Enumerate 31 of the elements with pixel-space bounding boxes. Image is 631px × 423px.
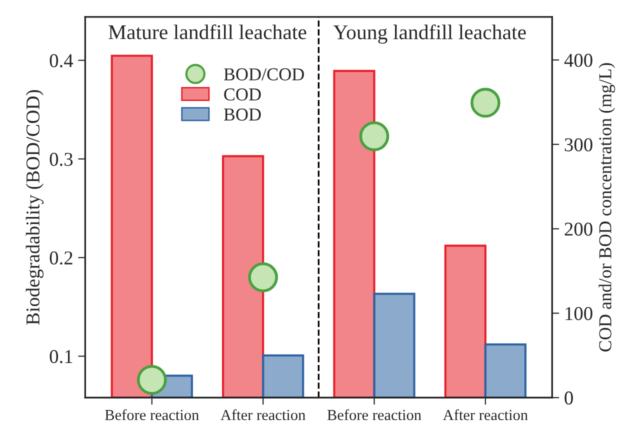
- point: [248, 262, 278, 292]
- y-tick-label: 0.2: [50, 251, 72, 265]
- y-axis-title: Biodegradability (BOD/COD): [26, 90, 44, 325]
- legend-label: BOD: [224, 108, 261, 121]
- y2-axis-title: COD and/or BOD concentration (mg/L): [598, 63, 616, 352]
- bar: [262, 354, 304, 398]
- y2-tick-label: 300: [564, 138, 592, 152]
- bar: [373, 292, 416, 398]
- x-tick-label: After reaction: [442, 409, 528, 420]
- point: [136, 364, 167, 395]
- y2-tick-label: 400: [564, 54, 592, 67]
- y2-tick-label: 100: [566, 307, 592, 320]
- legend-label: BOD/COD: [224, 68, 304, 80]
- bar: [444, 244, 486, 398]
- bar: [484, 343, 526, 398]
- point: [359, 121, 390, 152]
- y-tick-label: 0.4: [50, 54, 74, 68]
- bar: [222, 155, 264, 398]
- bar: [110, 54, 153, 398]
- y2-tick-label: 200: [564, 222, 592, 236]
- y-tick-label: 0.3: [50, 152, 73, 166]
- y2-tick-label: 0: [564, 391, 573, 405]
- point: [470, 88, 500, 118]
- y-tick-label: 0.1: [50, 350, 72, 364]
- legend-label: COD: [224, 88, 261, 101]
- bar: [333, 70, 376, 398]
- annotation: Young landfill leachate: [333, 24, 526, 44]
- x-tick-label: Before reaction: [327, 409, 422, 420]
- annotation: Mature landfill leachate: [108, 24, 306, 40]
- x-tick-label: After reaction: [220, 409, 306, 420]
- x-tick-label: Before reaction: [105, 409, 199, 420]
